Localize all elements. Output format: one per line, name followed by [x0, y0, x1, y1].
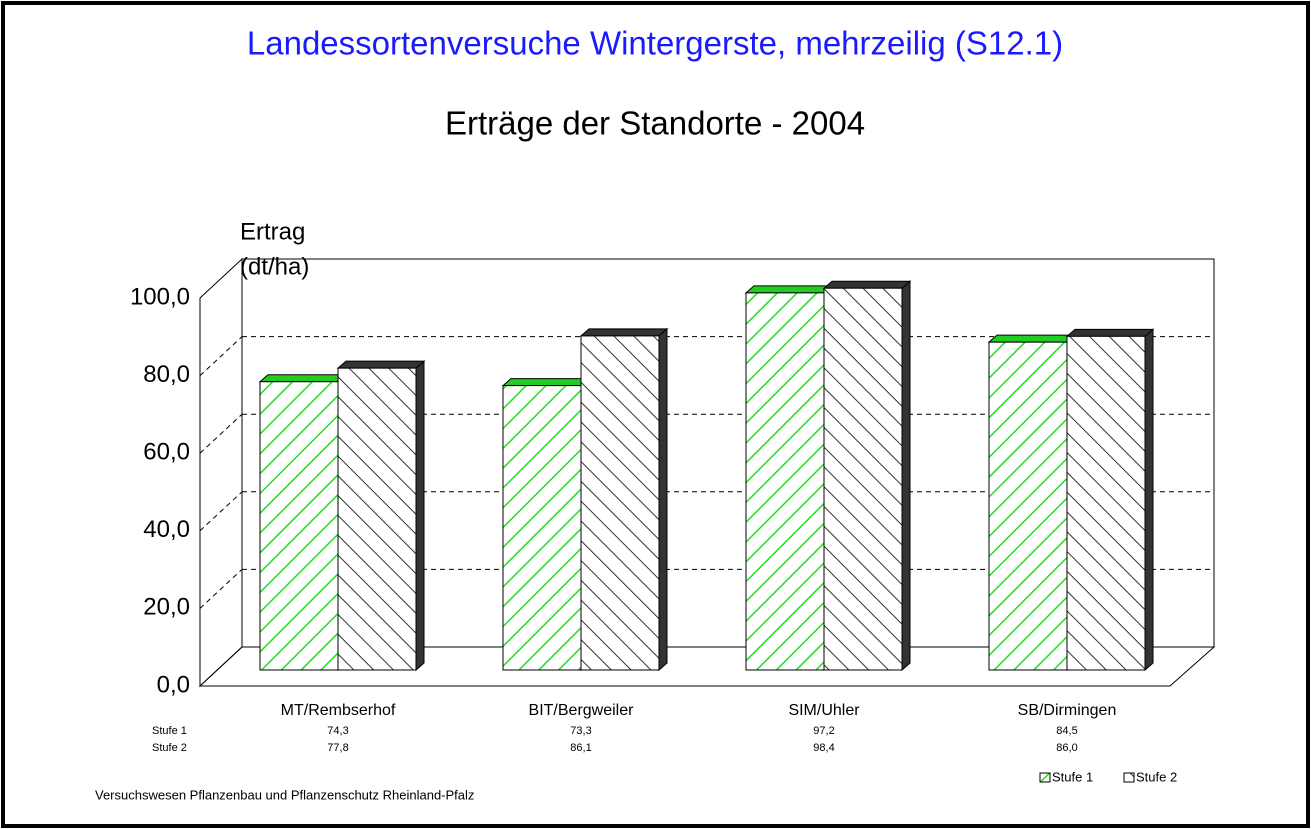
- bar-face: [745, 292, 825, 671]
- data-table-value: 97,2: [813, 725, 834, 737]
- y-tick-label: 0,0: [157, 671, 190, 698]
- x-tick-label: BIT/Bergweiler: [529, 702, 635, 719]
- bar-face: [337, 367, 417, 671]
- bar-face: [415, 360, 425, 672]
- bar-face: [1065, 328, 1155, 337]
- bar-face: [336, 360, 426, 369]
- bar: [744, 284, 834, 672]
- data-table-value: 77,8: [327, 742, 348, 754]
- x-tick-label: SB/Dirmingen: [1018, 702, 1117, 719]
- data-table-value: 74,3: [327, 725, 348, 737]
- footer: Versuchswesen Pflanzenbau und Pflanzensc…: [95, 787, 474, 802]
- bar: [336, 360, 426, 672]
- bar-face: [988, 341, 1068, 671]
- data-table-value: 84,5: [1056, 725, 1077, 737]
- floor: [198, 646, 1216, 687]
- bar-face: [822, 280, 912, 289]
- bar-face: [1066, 335, 1146, 671]
- chart-subtitle: Erträge der Standorte - 2004: [445, 105, 865, 142]
- bar-face: [501, 378, 591, 387]
- grid-line: [199, 491, 243, 532]
- grid-line: [199, 569, 243, 609]
- legend-label: Stufe 2: [1136, 769, 1177, 784]
- data-table-value: 98,4: [813, 742, 834, 754]
- legend-swatch: [1123, 772, 1135, 783]
- x-tick-label: SIM/Uhler: [788, 702, 860, 719]
- y-axis-label: (dt/ha): [240, 253, 309, 280]
- y-axis-label: Ertrag: [240, 218, 305, 245]
- bar: [1065, 328, 1155, 672]
- bar-face: [823, 287, 903, 671]
- chart-title: Landessortenversuche Wintergerste, mehrz…: [247, 25, 1063, 62]
- bar: [258, 373, 348, 672]
- bar-face: [744, 285, 834, 294]
- bar-face: [258, 374, 348, 383]
- data-table-value: 86,1: [570, 742, 591, 754]
- grid-line: [199, 413, 243, 454]
- x-tick-label: MT/Rembserhof: [281, 702, 396, 719]
- bar: [987, 334, 1077, 672]
- bar-face: [987, 334, 1077, 343]
- y-tick-label: 40,0: [143, 516, 190, 543]
- bar-face: [580, 335, 660, 671]
- bar-face: [1144, 328, 1154, 672]
- data-table-row-label: Stufe 2: [152, 742, 187, 754]
- bar-face: [579, 328, 669, 337]
- y-tick-label: 80,0: [143, 361, 190, 388]
- y-tick-label: 100,0: [130, 283, 190, 310]
- bar: [501, 377, 591, 672]
- bar: [822, 280, 912, 672]
- bar-face: [901, 280, 911, 672]
- y-tick-label: 60,0: [143, 439, 190, 466]
- y-tick-label: 20,0: [143, 594, 190, 621]
- bar-face: [658, 327, 668, 672]
- data-table-value: 73,3: [570, 725, 591, 737]
- legend-swatch: [1039, 772, 1051, 783]
- data-table-row-label: Stufe 1: [152, 725, 187, 737]
- data-table-value: 86,0: [1056, 742, 1077, 754]
- bar-face: [259, 381, 339, 671]
- legend-label: Stufe 1: [1052, 769, 1093, 784]
- grid-line: [199, 336, 243, 376]
- bar: [579, 327, 669, 672]
- bar-face: [502, 385, 582, 671]
